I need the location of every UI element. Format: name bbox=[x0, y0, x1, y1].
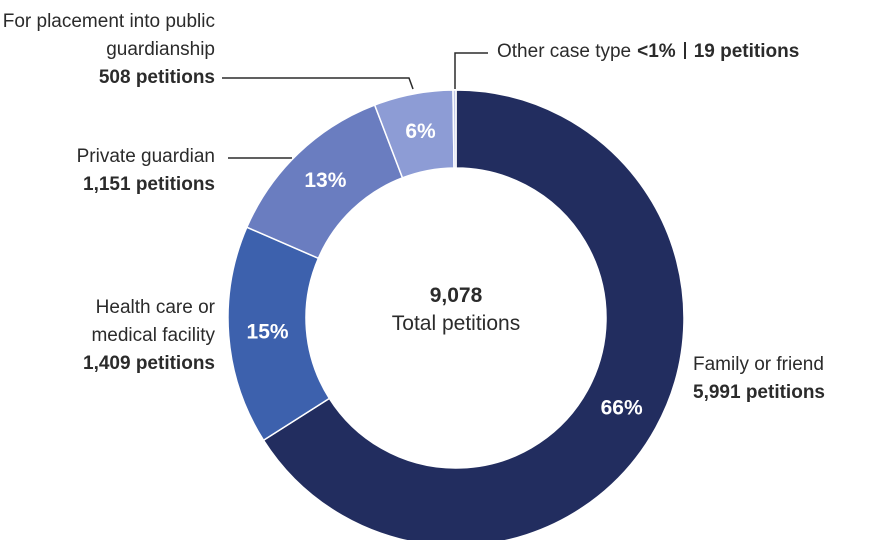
leader-line bbox=[454, 52, 488, 89]
category-name: For placement into public guardianship bbox=[2, 11, 215, 60]
category-name: Health care or medical facility bbox=[91, 297, 215, 346]
category-name: Family or friend bbox=[693, 354, 824, 375]
category-label: Family or friend 5,991 petitions bbox=[693, 351, 869, 407]
category-label: Health care or medical facility 1,409 pet… bbox=[45, 294, 215, 378]
category-label: Private guardian 1,151 petitions bbox=[15, 143, 215, 199]
value-label: 508 petitions bbox=[98, 67, 215, 88]
donut-segment bbox=[452, 89, 457, 169]
donut-segment bbox=[262, 89, 685, 540]
value-label: 19 petitions bbox=[693, 41, 800, 62]
leader-lines bbox=[222, 52, 488, 159]
category-name: Other case type bbox=[497, 41, 632, 62]
category-label: For placement into public guardianship 50… bbox=[0, 8, 215, 92]
category-name: Private guardian bbox=[76, 146, 215, 167]
category-label: Other case type <1% 19 petitions bbox=[497, 38, 799, 66]
percent-label: 15% bbox=[247, 320, 289, 343]
leader-line bbox=[222, 77, 414, 90]
percent-label: 66% bbox=[601, 397, 643, 420]
percent-label: 13% bbox=[304, 169, 346, 192]
percent-label: 6% bbox=[405, 120, 436, 143]
total-value: 9,078 bbox=[429, 284, 483, 307]
separator bbox=[683, 42, 686, 59]
center-label: Total petitions bbox=[391, 312, 521, 335]
value-label: 5,991 petitions bbox=[693, 382, 825, 403]
value-label: 1,409 petitions bbox=[83, 353, 215, 374]
percent-label: <1% bbox=[637, 41, 676, 62]
value-label: 1,151 petitions bbox=[83, 174, 215, 195]
